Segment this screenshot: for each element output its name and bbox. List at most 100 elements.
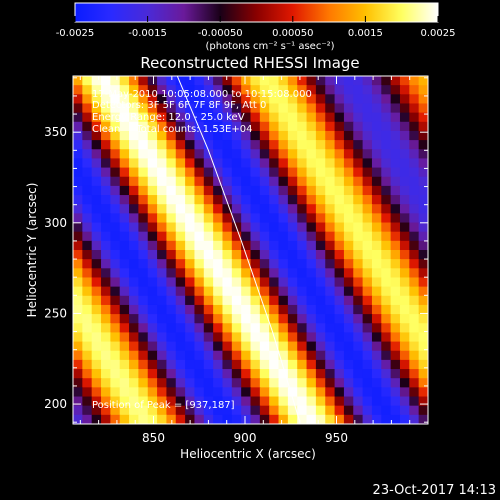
heatmap-cell	[343, 323, 354, 334]
heatmap-cell	[269, 185, 280, 196]
annotation-energy: Energy Range: 12.0 - 25.0 keV	[92, 112, 245, 123]
heatmap-cell	[278, 341, 289, 352]
heatmap-cell	[241, 112, 252, 123]
heatmap-cell	[390, 121, 401, 132]
heatmap-cell	[353, 286, 364, 297]
heatmap-cell	[213, 112, 224, 123]
heatmap-cell	[73, 231, 83, 242]
heatmap-cell	[194, 130, 205, 141]
heatmap-cell	[110, 250, 121, 260]
heatmap-cell	[129, 359, 139, 370]
heatmap-cell	[334, 94, 345, 105]
heatmap-cell	[222, 222, 233, 233]
heatmap-cell	[231, 76, 242, 86]
heatmap-cell	[343, 396, 354, 407]
heatmap-cell	[213, 140, 224, 150]
heatmap-cell	[129, 240, 139, 251]
heatmap-cell	[315, 359, 326, 370]
heatmap-cell	[241, 332, 252, 343]
heatmap-cell	[390, 277, 401, 288]
heatmap-cell	[157, 204, 168, 214]
heatmap-cell	[213, 286, 224, 297]
heatmap-cell	[241, 268, 252, 279]
heatmap-cell	[222, 323, 233, 334]
heatmap-cell	[390, 314, 401, 324]
heatmap-cell	[119, 268, 130, 279]
heatmap-cell	[129, 350, 139, 361]
heatmap-cell	[278, 295, 289, 306]
heatmap-cell	[213, 158, 224, 169]
heatmap-cell	[138, 405, 149, 416]
heatmap-cell	[418, 341, 428, 352]
heatmap-cell	[222, 295, 233, 306]
heatmap-cell	[343, 314, 354, 324]
heatmap-cell	[222, 240, 233, 251]
heatmap-cell	[325, 195, 336, 205]
x-tick-label: 950	[325, 431, 348, 445]
heatmap-cell	[315, 277, 326, 288]
heatmap-cell	[175, 240, 186, 251]
heatmap-cell	[399, 295, 410, 306]
heatmap-cell	[110, 140, 121, 150]
heatmap-cell	[203, 405, 214, 416]
heatmap-cell	[213, 387, 224, 398]
heatmap-cell	[381, 378, 392, 388]
heatmap-cell	[390, 387, 401, 398]
heatmap-cell	[306, 204, 317, 214]
heatmap-cell	[409, 240, 420, 251]
heatmap-cell	[278, 369, 289, 379]
heatmap-cell	[259, 140, 270, 150]
heatmap-cell	[334, 240, 345, 251]
heatmap-cell	[259, 250, 270, 260]
heatmap-cell	[119, 250, 130, 260]
heatmap-cell	[259, 259, 270, 269]
heatmap-cell	[381, 259, 392, 269]
heatmap-cell	[259, 314, 270, 324]
heatmap-cell	[353, 314, 364, 324]
heatmap-cell	[213, 85, 224, 95]
heatmap-cell	[222, 94, 233, 105]
heatmap-cell	[418, 121, 428, 132]
heatmap-cell	[287, 112, 298, 123]
heatmap-cell	[306, 396, 317, 407]
heatmap-cell	[91, 414, 102, 424]
heatmap-cell	[222, 103, 233, 114]
heatmap-cell	[371, 149, 382, 160]
heatmap-cell	[241, 286, 252, 297]
heatmap-cell	[259, 222, 270, 233]
heatmap-cell	[306, 112, 317, 123]
heatmap-cell	[343, 130, 354, 141]
heatmap-cell	[259, 396, 270, 407]
heatmap-cell	[399, 231, 410, 242]
heatmap-cell	[334, 158, 345, 169]
heatmap-cell	[259, 268, 270, 279]
heatmap-cell	[325, 359, 336, 370]
heatmap-cell	[287, 167, 298, 178]
heatmap-cell	[381, 314, 392, 324]
heatmap-cell	[101, 158, 111, 169]
heatmap-cell	[175, 121, 186, 132]
heatmap-cell	[185, 231, 196, 242]
heatmap-cell	[371, 195, 382, 205]
heatmap-cell	[82, 350, 93, 361]
heatmap-cell	[259, 121, 270, 132]
heatmap-cell	[110, 176, 121, 187]
heatmap-cell	[73, 350, 83, 361]
heatmap-cell	[278, 176, 289, 187]
heatmap-cell	[110, 149, 121, 160]
heatmap-cell	[287, 94, 298, 105]
heatmap-cell	[222, 140, 233, 150]
heatmap-cell	[194, 85, 205, 95]
heatmap-cell	[259, 295, 270, 306]
heatmap-cell	[213, 121, 224, 132]
heatmap-cell	[315, 405, 326, 416]
heatmap-cell	[297, 350, 308, 361]
heatmap-cell	[334, 167, 345, 178]
heatmap-cell	[259, 277, 270, 288]
heatmap-cell	[297, 268, 308, 279]
heatmap-cell	[287, 268, 298, 279]
heatmap-cell	[315, 185, 326, 196]
heatmap-cell	[315, 314, 326, 324]
heatmap-cell	[91, 378, 102, 388]
heatmap-cell	[175, 259, 186, 269]
